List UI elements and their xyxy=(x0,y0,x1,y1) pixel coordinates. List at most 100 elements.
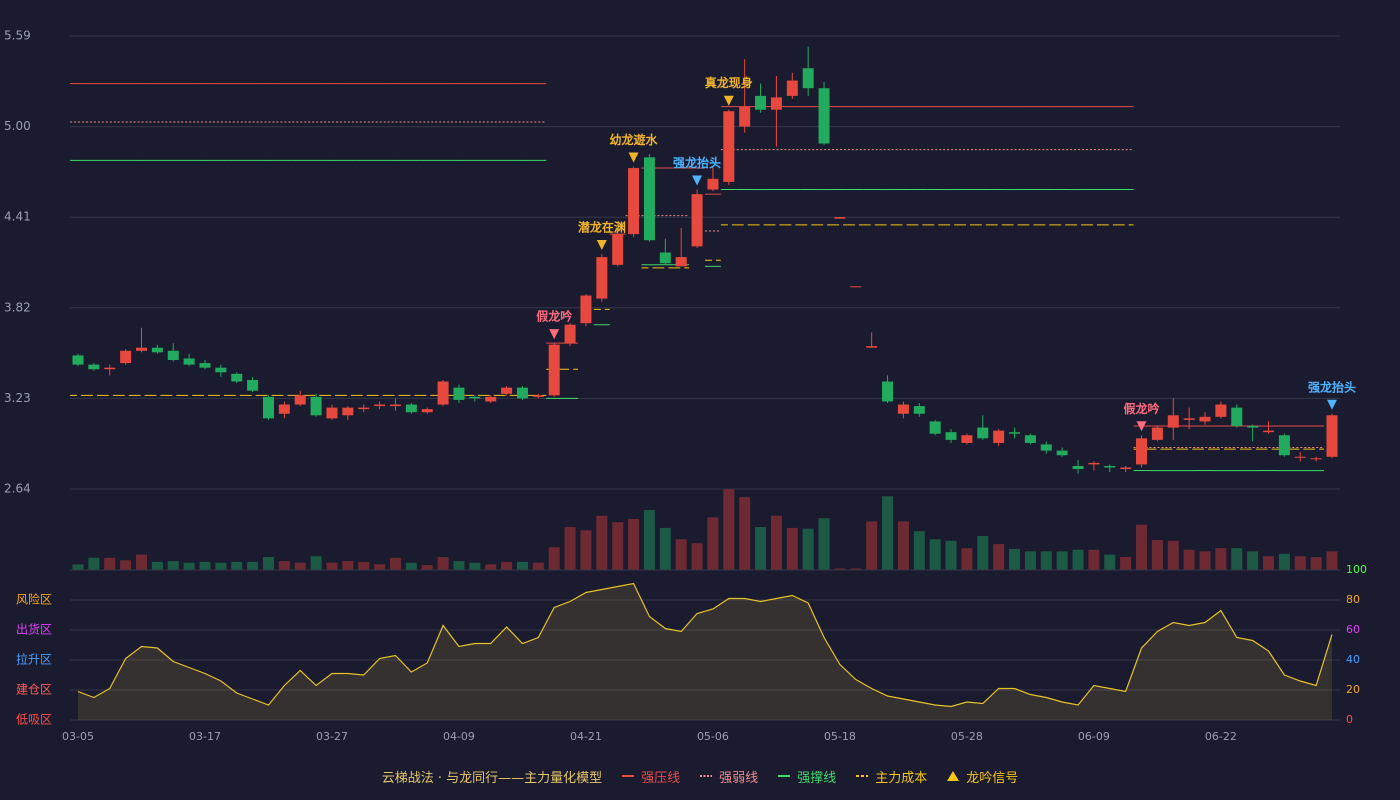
volume-bar xyxy=(1040,551,1052,570)
volume-bar xyxy=(1136,524,1148,570)
indicator-tick-label: 20 xyxy=(1346,683,1360,696)
x-tick-label: 05-06 xyxy=(697,730,729,743)
legend-triangle xyxy=(947,771,960,781)
signal-arrow xyxy=(628,152,639,163)
candle-body xyxy=(596,257,608,299)
candle-body xyxy=(643,157,655,241)
signal-arrow xyxy=(1327,399,1337,410)
volume-bar xyxy=(1009,548,1021,570)
zone-label: 建仓区 xyxy=(16,683,52,697)
volume-bar xyxy=(691,543,703,570)
candle-body xyxy=(501,387,513,394)
candle-body xyxy=(342,407,354,416)
volume-bar xyxy=(405,562,417,570)
candle-body xyxy=(1215,404,1227,417)
candle-body xyxy=(151,347,163,353)
candle-body xyxy=(802,68,814,89)
volume-bar xyxy=(501,561,513,570)
candle-body xyxy=(1326,415,1338,457)
legend-label: 强撑线 xyxy=(797,770,837,786)
volume-bar xyxy=(469,562,481,570)
candle-body xyxy=(469,396,481,399)
candle-body xyxy=(1231,407,1243,427)
volume-bar xyxy=(88,557,100,570)
candle-body xyxy=(1072,465,1084,470)
volume-bar xyxy=(643,510,655,570)
x-tick-label: 03-05 xyxy=(62,730,94,743)
x-tick-label: 06-09 xyxy=(1078,730,1110,743)
candle-body xyxy=(1151,427,1163,440)
legend-swatch xyxy=(778,775,791,777)
zone-label: 风险区 xyxy=(16,592,52,607)
signal-label: 真龙现身 xyxy=(705,75,753,90)
y-tick-label: 5.59 xyxy=(4,29,31,43)
volume-bar xyxy=(1199,551,1211,570)
candle-body xyxy=(882,381,894,402)
candle-body xyxy=(786,80,798,96)
indicator-tick-label: 40 xyxy=(1346,653,1360,666)
volume-bar xyxy=(977,535,989,570)
y-tick-label: 2.64 xyxy=(4,482,31,496)
x-tick-label: 04-09 xyxy=(443,730,475,743)
indicator-area xyxy=(78,583,1332,720)
volume-bar xyxy=(723,489,735,570)
legend-label: 强弱线 xyxy=(719,770,759,786)
candle-body xyxy=(215,367,227,373)
candle-body xyxy=(310,396,322,416)
x-tick-label: 03-17 xyxy=(189,730,221,743)
volume-bar xyxy=(580,530,592,570)
candle-body xyxy=(326,407,338,419)
volume-bar xyxy=(739,497,751,570)
volume-bar xyxy=(929,539,941,570)
volume-bar xyxy=(548,547,560,570)
volume-bar xyxy=(151,561,163,570)
signal-label: 假龙吟 xyxy=(536,309,572,324)
volume-bar xyxy=(215,562,227,570)
legend-label: 主力成本 xyxy=(875,770,928,786)
volume-bar xyxy=(1294,556,1306,570)
volume-bar xyxy=(707,517,719,570)
candle-body xyxy=(818,88,830,144)
candle-body xyxy=(88,364,100,370)
x-tick-label: 04-21 xyxy=(570,730,602,743)
volume-bar xyxy=(913,531,925,570)
volume-bar xyxy=(72,564,84,570)
volume-bar xyxy=(1151,540,1163,570)
volume-bar xyxy=(1056,551,1068,570)
candle-body xyxy=(374,404,386,407)
candle-body xyxy=(548,344,560,396)
candle-body xyxy=(1247,426,1259,428)
volume-bar xyxy=(1247,551,1259,570)
volume-bar xyxy=(1120,557,1132,570)
candle-body xyxy=(961,435,973,443)
volume-bar xyxy=(596,515,608,570)
candle-body xyxy=(1199,416,1211,422)
candle-body xyxy=(913,406,925,414)
volume-bar xyxy=(310,556,322,570)
volume-bar xyxy=(421,565,433,570)
volume-bar xyxy=(786,527,798,570)
candle-body xyxy=(135,347,147,351)
volume-bar xyxy=(167,561,179,570)
volume-bar xyxy=(1326,551,1338,570)
y-tick-label: 3.23 xyxy=(4,391,31,405)
legend-label: 强压线 xyxy=(641,770,681,786)
volume-bar xyxy=(437,557,449,570)
candle-body xyxy=(1167,415,1179,428)
candle-body xyxy=(1263,430,1275,433)
volume-bar xyxy=(389,557,401,570)
candle-body xyxy=(199,363,211,368)
volume-bar xyxy=(278,561,290,570)
signal-arrow xyxy=(596,240,607,251)
signal-label: 强龙抬头 xyxy=(673,155,721,170)
candle-body xyxy=(72,355,84,365)
volume-bar xyxy=(1278,553,1290,570)
signal-arrow xyxy=(723,95,734,106)
legend-swatch xyxy=(700,775,713,777)
volume-bar xyxy=(866,521,878,570)
y-tick-label: 4.41 xyxy=(4,210,31,224)
candle-body xyxy=(993,430,1005,443)
candle-body xyxy=(1120,467,1132,470)
candle-body xyxy=(104,367,116,370)
